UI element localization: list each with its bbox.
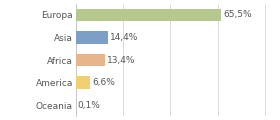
Text: 13,4%: 13,4% — [107, 55, 136, 65]
Text: 6,6%: 6,6% — [92, 78, 115, 87]
Text: 65,5%: 65,5% — [223, 10, 252, 19]
Bar — [76, 31, 108, 44]
Bar — [76, 9, 221, 21]
Text: 0,1%: 0,1% — [78, 101, 101, 110]
Bar — [76, 54, 106, 66]
Bar — [76, 76, 90, 89]
Text: 14,4%: 14,4% — [109, 33, 138, 42]
